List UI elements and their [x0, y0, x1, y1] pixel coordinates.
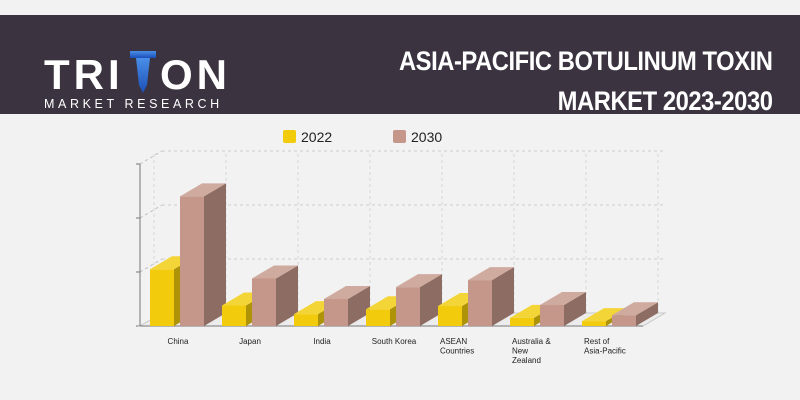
category-label: Japan [239, 337, 261, 346]
bar-2030-6-top [612, 302, 658, 316]
legend-swatch-2030 [393, 130, 406, 143]
bar-2030-5-front [540, 304, 564, 326]
category-label: ASEAN Countries [440, 337, 474, 356]
title-line-2: MARKET 2023-2030 [557, 86, 772, 116]
gridline-side [139, 150, 163, 165]
gridline-side [139, 204, 163, 219]
title-line-1: ASIA-PACIFIC BOTULINUM TOXIN [398, 46, 772, 76]
bar-2030-6-side [636, 302, 658, 326]
bar-2022-2-front [294, 314, 318, 326]
header-banner: TRI ON MARKET RESEARCH ASIA-PACIFIC BOTU… [0, 15, 800, 116]
bar-2030-0-front [180, 196, 204, 326]
bar-2030-1-top [252, 265, 298, 279]
category-label: Rest of Asia-Pacific [584, 337, 626, 356]
bar-2030-6-front [612, 315, 636, 326]
bar-2030-1-front [252, 278, 276, 326]
logo-text-left: TRI [44, 51, 124, 98]
page-title: ASIA-PACIFIC BOTULINUM TOXIN MARKET 2023… [398, 41, 772, 121]
category-label: Australia & New Zealand [512, 337, 551, 365]
bar-2030-5-top [540, 291, 586, 305]
legend-swatch-2022 [283, 130, 296, 143]
bar-2022-4-front [438, 306, 462, 326]
legend-label-2030: 2030 [411, 129, 443, 145]
legend-item-2030: 2030 [393, 129, 442, 145]
bar-2030-4-side [492, 267, 514, 326]
bar-2030-2-front [324, 299, 348, 326]
bar-2022-0-front [150, 269, 174, 326]
bar-2030-0-top [180, 183, 226, 197]
bar-2022-1-front [222, 305, 246, 326]
gridline-side [139, 258, 163, 273]
bar-2022-5-front [510, 317, 534, 326]
category-label: South Korea [372, 337, 417, 346]
bar-2030-3-front [396, 287, 420, 326]
bar-2030-3-side [420, 274, 442, 326]
bar-2030-3-top [396, 274, 442, 288]
category-label: China [168, 337, 189, 346]
bar-2030-1-side [276, 265, 298, 326]
logo-text-right: ON [160, 51, 231, 98]
logo-subtitle: MARKET RESEARCH [44, 97, 223, 111]
bar-2030-0-side [204, 183, 226, 326]
bar-2030-4-top [468, 267, 514, 281]
legend-item-2022: 2022 [283, 129, 332, 145]
logo-i-mark [130, 51, 156, 93]
bar-2030-2-top [324, 286, 370, 299]
legend-label-2022: 2022 [301, 129, 333, 145]
bar-2022-6-top [582, 308, 628, 322]
bar-2030-2-side [348, 286, 370, 326]
bar-2030-5-side [564, 291, 586, 326]
bar-2030-4-front [468, 280, 492, 326]
category-label: India [313, 337, 331, 346]
bar-2022-3-front [366, 309, 390, 326]
triton-logo: TRI ON MARKET RESEARCH [44, 45, 234, 115]
bar-2022-6-front [582, 321, 606, 326]
